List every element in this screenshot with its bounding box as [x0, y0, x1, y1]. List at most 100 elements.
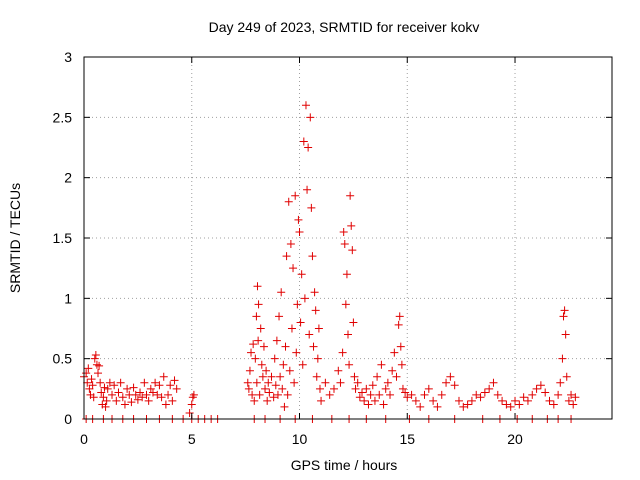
data-point: [267, 372, 276, 381]
y-tick-label: 1: [64, 290, 72, 306]
data-point: [571, 393, 580, 402]
y-tick-label: 3: [64, 49, 72, 65]
data-point: [264, 378, 273, 387]
x-axis-label: GPS time / hours: [291, 457, 398, 473]
data-point: [249, 340, 258, 349]
data-point: [401, 388, 410, 397]
data-point: [329, 384, 338, 393]
y-tick-label: 2.5: [53, 109, 73, 125]
data-point: [395, 312, 404, 321]
data-point: [123, 384, 132, 393]
data-point: [377, 360, 386, 369]
data-point: [313, 354, 322, 363]
data-point: [340, 240, 349, 249]
data-point: [569, 400, 578, 409]
data-point: [307, 203, 316, 212]
data-point: [351, 384, 360, 393]
x-tick-label: 10: [292, 431, 308, 447]
chart-title: Day 249 of 2023, SRMTID for receiver kok…: [209, 19, 480, 35]
data-point: [336, 378, 345, 387]
data-point: [142, 390, 151, 399]
data-point: [321, 378, 330, 387]
x-tick-label: 15: [399, 431, 415, 447]
data-point: [397, 360, 406, 369]
data-point: [373, 372, 382, 381]
data-point: [273, 390, 282, 399]
data-point: [120, 400, 129, 409]
data-point: [528, 390, 537, 399]
data-point: [94, 369, 103, 378]
data-point: [506, 402, 515, 411]
data-point: [541, 388, 550, 397]
data-point: [148, 388, 157, 397]
y-tick-label: 1.5: [53, 230, 73, 246]
data-point: [89, 393, 98, 402]
data-point: [315, 384, 324, 393]
data-point: [480, 388, 489, 397]
data-point: [489, 378, 498, 387]
data-point: [310, 288, 319, 297]
data-point: [144, 396, 153, 405]
data-point: [362, 384, 371, 393]
data-point: [164, 390, 173, 399]
data-point: [334, 366, 343, 375]
data-point: [285, 366, 294, 375]
x-tick-label: 0: [80, 431, 88, 447]
data-point: [287, 324, 296, 333]
data-point: [358, 388, 367, 397]
data-point: [245, 366, 254, 375]
data-point: [342, 270, 351, 279]
data-point: [263, 396, 272, 405]
data-point: [450, 381, 459, 390]
data-point: [429, 396, 438, 405]
data-point: [350, 372, 359, 381]
data-point: [275, 312, 284, 321]
data-point: [247, 348, 256, 357]
data-point: [308, 252, 317, 261]
data-point: [467, 396, 476, 405]
data-point: [463, 400, 472, 409]
data-point: [254, 300, 263, 309]
data-point: [133, 395, 142, 404]
data-point: [185, 408, 194, 417]
data-point: [298, 360, 307, 369]
data-point: [442, 378, 451, 387]
data-point: [102, 396, 111, 405]
data-point: [345, 360, 354, 369]
data-point: [95, 361, 104, 370]
data-point: [355, 393, 364, 402]
data-point: [155, 381, 164, 390]
data-point: [161, 400, 170, 409]
data-point: [277, 288, 286, 297]
data-point: [370, 396, 379, 405]
data-point: [276, 372, 285, 381]
data-point: [257, 360, 266, 369]
data-point: [151, 378, 160, 387]
data-point: [560, 306, 569, 315]
data-point: [311, 306, 320, 315]
data-point: [110, 381, 119, 390]
data-point: [103, 384, 112, 393]
data-point: [396, 342, 405, 351]
data-point: [138, 393, 147, 402]
data-point: [314, 324, 323, 333]
data-point: [567, 390, 576, 399]
data-point: [346, 191, 355, 200]
data-point: [253, 282, 262, 291]
data-point: [265, 388, 274, 397]
data-point: [282, 252, 291, 261]
data-point: [411, 396, 420, 405]
data-point: [511, 396, 520, 405]
data-point: [472, 390, 481, 399]
axis-ticks: [83, 56, 612, 420]
data-point: [252, 378, 261, 387]
data-point: [99, 393, 108, 402]
data-point: [519, 393, 528, 402]
data-point: [375, 390, 384, 399]
data-point: [251, 354, 260, 363]
data-point: [189, 390, 198, 399]
data-point: [85, 384, 94, 393]
data-point: [424, 384, 433, 393]
data-point: [105, 378, 114, 387]
